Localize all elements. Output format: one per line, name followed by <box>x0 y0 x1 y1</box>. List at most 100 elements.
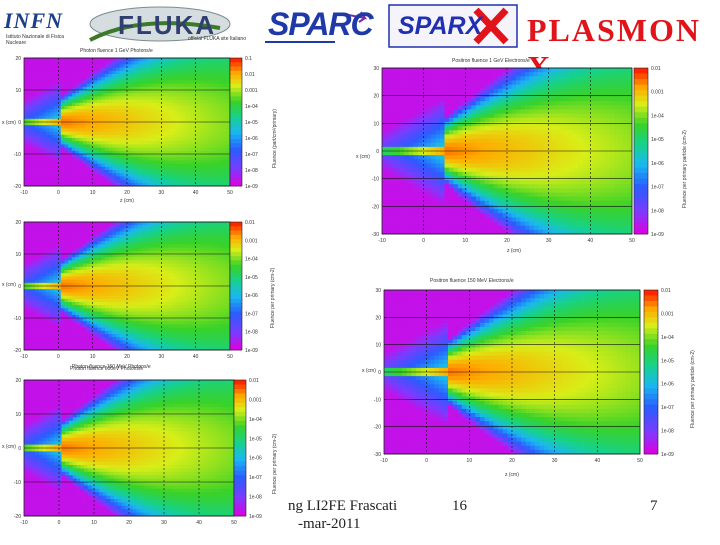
heatmap-cell <box>50 154 54 158</box>
heatmap-cell <box>116 64 120 68</box>
heatmap-cell <box>476 184 481 189</box>
heatmap-cell <box>35 312 39 316</box>
heatmap-cell <box>46 64 50 68</box>
heatmap-cell <box>145 122 149 126</box>
heatmap-cell <box>171 160 175 164</box>
heatmap-cell <box>436 201 441 206</box>
heatmap-cell <box>109 144 113 148</box>
heatmap-cell <box>149 148 153 152</box>
heatmap-cell <box>592 110 597 115</box>
heatmap-cell <box>35 144 39 148</box>
heatmap-cell <box>138 93 142 97</box>
heatmap-cell <box>458 68 463 73</box>
heatmap-cell <box>453 159 458 164</box>
heatmap-cell <box>120 103 124 107</box>
heatmap-cell <box>498 97 503 102</box>
heatmap-cell <box>223 77 227 81</box>
heatmap-cell <box>83 103 87 107</box>
heatmap-cell <box>31 64 35 68</box>
heatmap-cell <box>516 163 521 168</box>
heatmap-cell <box>57 141 61 145</box>
heatmap-cell <box>480 176 485 181</box>
heatmap-cell <box>68 122 72 126</box>
heatmap-cell <box>42 68 46 72</box>
heatmap-cell <box>574 72 579 77</box>
heatmap-cell <box>565 134 570 139</box>
heatmap-cell <box>179 138 183 142</box>
heatmap-cell <box>511 180 516 185</box>
heatmap-cell <box>31 141 35 145</box>
heatmap-cell <box>462 126 467 131</box>
y-tick-label: -10 <box>372 177 379 183</box>
heatmap-cell <box>201 180 205 184</box>
heatmap-cell <box>120 132 124 136</box>
heatmap-cell <box>619 126 624 131</box>
heatmap-cell <box>223 176 227 180</box>
heatmap-cell <box>197 116 201 120</box>
heatmap-cell <box>90 160 94 164</box>
heatmap-cell <box>561 205 566 210</box>
heatmap-cell <box>409 68 414 73</box>
heatmap-cell <box>215 138 219 142</box>
heatmap-cell <box>382 89 387 94</box>
heatmap-cell <box>105 157 109 161</box>
heatmap-cell <box>204 58 208 62</box>
heatmap-cell <box>570 76 575 81</box>
y-tick-label: 10 <box>15 88 21 94</box>
heatmap-cell <box>94 71 98 75</box>
heatmap-cell <box>485 188 490 193</box>
heatmap-cell <box>494 122 499 127</box>
heatmap-cell <box>201 170 205 174</box>
heatmap-cell <box>28 68 32 72</box>
heatmap-cell <box>552 163 557 168</box>
heatmap-cell <box>498 205 503 210</box>
heatmap-cell <box>223 93 227 97</box>
heatmap-cell <box>614 101 619 106</box>
heatmap-cell <box>386 155 391 160</box>
heatmap-cell <box>409 226 414 231</box>
heatmap-cell <box>46 264 50 268</box>
heatmap-cell <box>223 68 227 72</box>
heatmap-cell <box>395 114 400 119</box>
heatmap-cell <box>543 222 548 227</box>
heatmap-cell <box>28 344 32 348</box>
heatmap-cell <box>476 72 481 77</box>
heatmap-cell <box>39 280 43 284</box>
heatmap-cell <box>35 109 39 113</box>
heatmap-cell <box>167 157 171 161</box>
heatmap-cell <box>68 61 72 65</box>
heatmap-cell <box>520 222 525 227</box>
heatmap-cell <box>160 160 164 164</box>
colorbar-tick-label: 0.1 <box>245 56 252 62</box>
heatmap-cell <box>79 103 83 107</box>
heatmap-cell <box>623 97 628 102</box>
heatmap-cell <box>427 143 432 148</box>
heatmap-cell <box>471 201 476 206</box>
heatmap-cell <box>480 105 485 110</box>
heatmap-cell <box>565 205 570 210</box>
heatmap-cell <box>208 103 212 107</box>
heatmap-cell <box>160 167 164 171</box>
heatmap-cell <box>101 135 105 139</box>
heatmap-cell <box>190 122 194 126</box>
heatmap-cell <box>142 128 146 132</box>
heatmap-cell <box>511 197 516 202</box>
heatmap-cell <box>592 184 597 189</box>
heatmap-cell <box>204 74 208 78</box>
heatmap-cell <box>400 110 405 115</box>
heatmap-cell <box>529 130 534 135</box>
heatmap-cell <box>601 213 606 218</box>
colorbar-cell <box>230 58 242 63</box>
heatmap-cell <box>507 76 512 81</box>
heatmap-cell <box>391 151 396 156</box>
heatmap-cell <box>31 109 35 113</box>
heatmap-cell <box>574 97 579 102</box>
heatmap-cell <box>223 58 227 62</box>
heatmap-cell <box>53 93 57 97</box>
heatmap-cell <box>538 93 543 98</box>
heatmap-cell <box>190 106 194 110</box>
heatmap-cell <box>409 209 414 214</box>
heatmap-cell <box>418 159 423 164</box>
heatmap-cell <box>422 68 427 73</box>
heatmap-cell <box>83 141 87 145</box>
